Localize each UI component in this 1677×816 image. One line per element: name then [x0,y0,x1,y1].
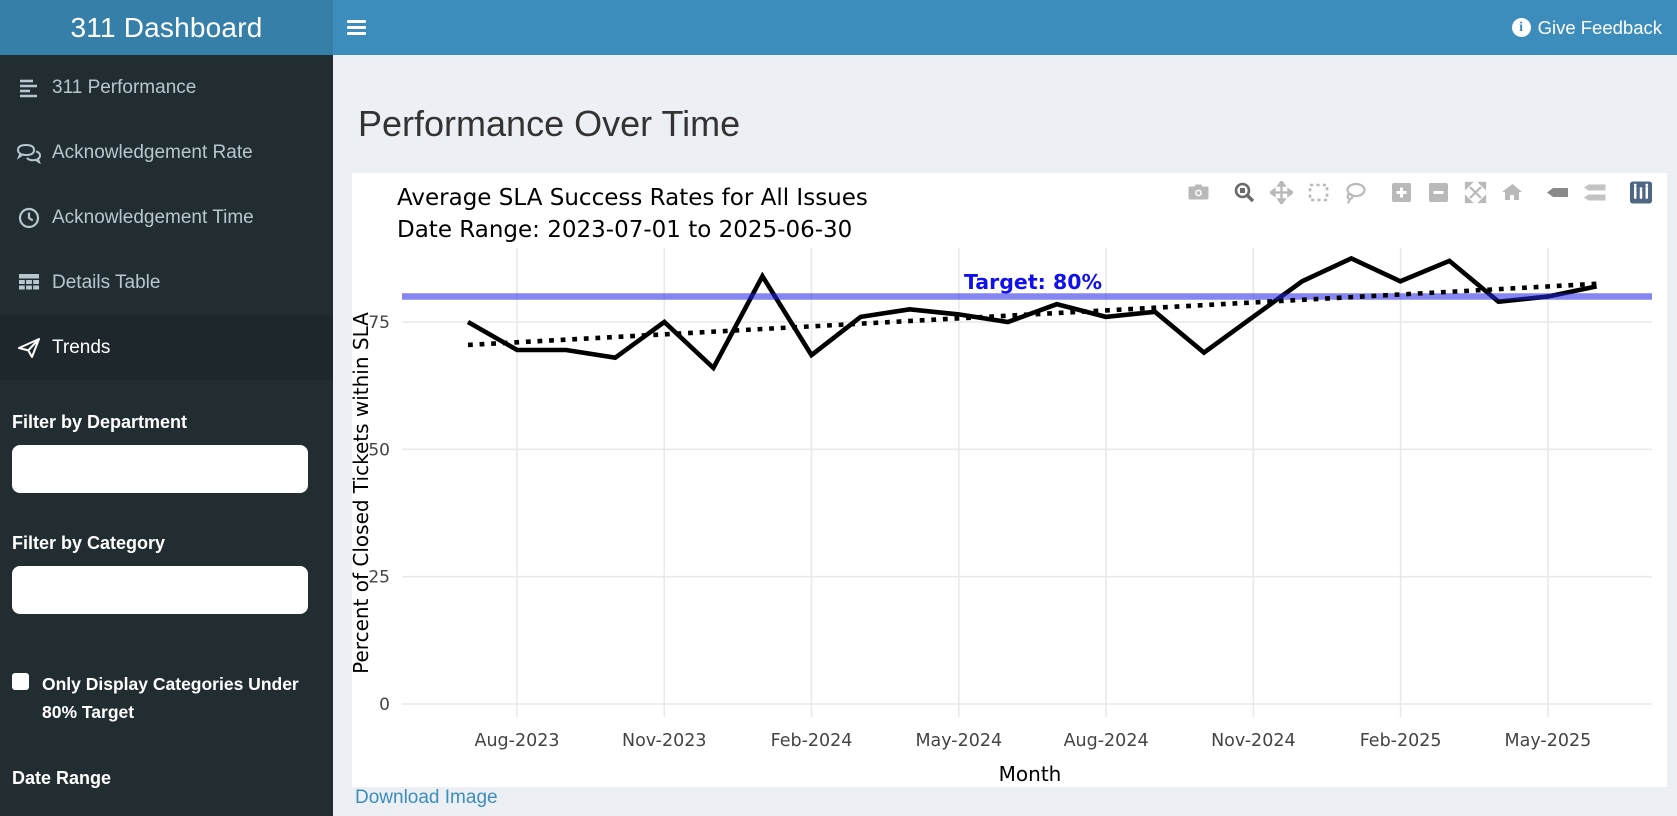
x-tick-label: Feb-2025 [1360,731,1442,751]
under-target-checkbox-row: Only Display Categories Under 80% Target [12,670,321,726]
sidebar-toggle-button[interactable] [333,0,379,55]
sidebar-item-label: Acknowledgement Rate [52,141,253,163]
plotly-logo-icon[interactable] [1629,179,1653,205]
sidebar-item-trends[interactable]: Trends [0,315,333,380]
chart-subtitle: Date Range: 2023-07-01 to 2025-06-30 [397,217,852,243]
zoom-in-icon[interactable] [1389,179,1413,205]
sidebar-filters: Filter by Department Filter by Category … [0,380,333,789]
sidebar-item-label: Trends [52,336,111,358]
x-tick-label: May-2024 [915,731,1002,751]
autoscale-icon[interactable] [1463,179,1487,205]
comments-icon [16,142,42,164]
sidebar-item-acknowledgement-time[interactable]: Acknowledgement Time [0,185,333,250]
sidebar-item-311-performance[interactable]: 311 Performance [0,55,333,120]
under-target-checkbox-label: Only Display Categories Under 80% Target [42,674,299,722]
x-tick-label: Nov-2023 [622,731,707,751]
sidebar-item-label: 311 Performance [52,76,197,98]
filter-category-input[interactable] [12,566,308,614]
box-select-icon[interactable] [1306,179,1330,205]
y-tick-label: 50 [368,440,390,460]
give-feedback-label: Give Feedback [1537,16,1662,38]
trend-line [467,281,1597,348]
top-navbar: i Give Feedback [333,0,1677,55]
y-tick-label: 75 [368,313,390,333]
table-icon [16,273,42,293]
date-range-label: Date Range [12,768,112,788]
paper-plane-icon [16,337,42,359]
y-tick-label: 0 [379,695,390,715]
filter-department-input[interactable] [12,445,308,493]
y-axis-title: Percent of Closed Tickets within SLA [352,312,373,674]
sidebar-item-details-table[interactable]: Details Table [0,250,333,315]
app-title: 311 Dashboard [0,0,333,55]
zoom-out-icon[interactable] [1426,179,1450,205]
chart-title: Average SLA Success Rates for All Issues [397,185,868,211]
x-axis-title: Month [999,762,1062,786]
filter-category-label: Filter by Category [12,533,166,553]
info-icon: i [1511,18,1531,37]
sidebar-item-acknowledgement-rate[interactable]: Acknowledgement Rate [0,120,333,185]
under-target-checkbox[interactable] [12,673,29,690]
camera-icon[interactable] [1186,179,1210,205]
performance-chart: Average SLA Success Rates for All Issues… [349,185,1652,786]
y-tick-label: 25 [368,568,390,588]
x-tick-label: Aug-2023 [474,731,559,751]
filter-department-label: Filter by Department [12,412,188,432]
reset-axes-home-icon[interactable] [1500,179,1524,205]
clock-icon [16,207,42,229]
zoom-icon[interactable] [1232,179,1256,205]
x-tick-label: Nov-2024 [1211,731,1296,751]
sidebar-item-label: Acknowledgement Time [52,206,254,228]
hover-closest-icon[interactable] [1546,179,1570,205]
main-content: Performance Over Time [333,55,1677,816]
sidebar-menu: 311 Performance Acknowledgement Rate Ack… [0,55,333,380]
target-label: Target: 80% [964,270,1102,294]
x-tick-label: May-2025 [1505,731,1592,751]
chart-card: Average SLA Success Rates for All Issues… [349,173,1667,787]
hover-compare-icon[interactable] [1583,179,1607,205]
x-tick-label: Feb-2024 [771,731,853,751]
page-title: Performance Over Time [358,103,741,144]
pan-icon[interactable] [1269,179,1293,205]
sidebar: 311 Dashboard 311 Performance Acknowledg… [0,0,333,816]
give-feedback-button[interactable]: i Give Feedback [1511,16,1662,39]
list-lines-icon [16,78,42,98]
x-tick-label: Aug-2024 [1064,731,1149,751]
download-image-link[interactable]: Download Image [355,787,498,808]
plotly-modebar [1164,179,1653,205]
sidebar-item-label: Details Table [52,271,161,293]
sla-success-line [466,255,1598,372]
lasso-select-icon[interactable] [1343,179,1367,205]
